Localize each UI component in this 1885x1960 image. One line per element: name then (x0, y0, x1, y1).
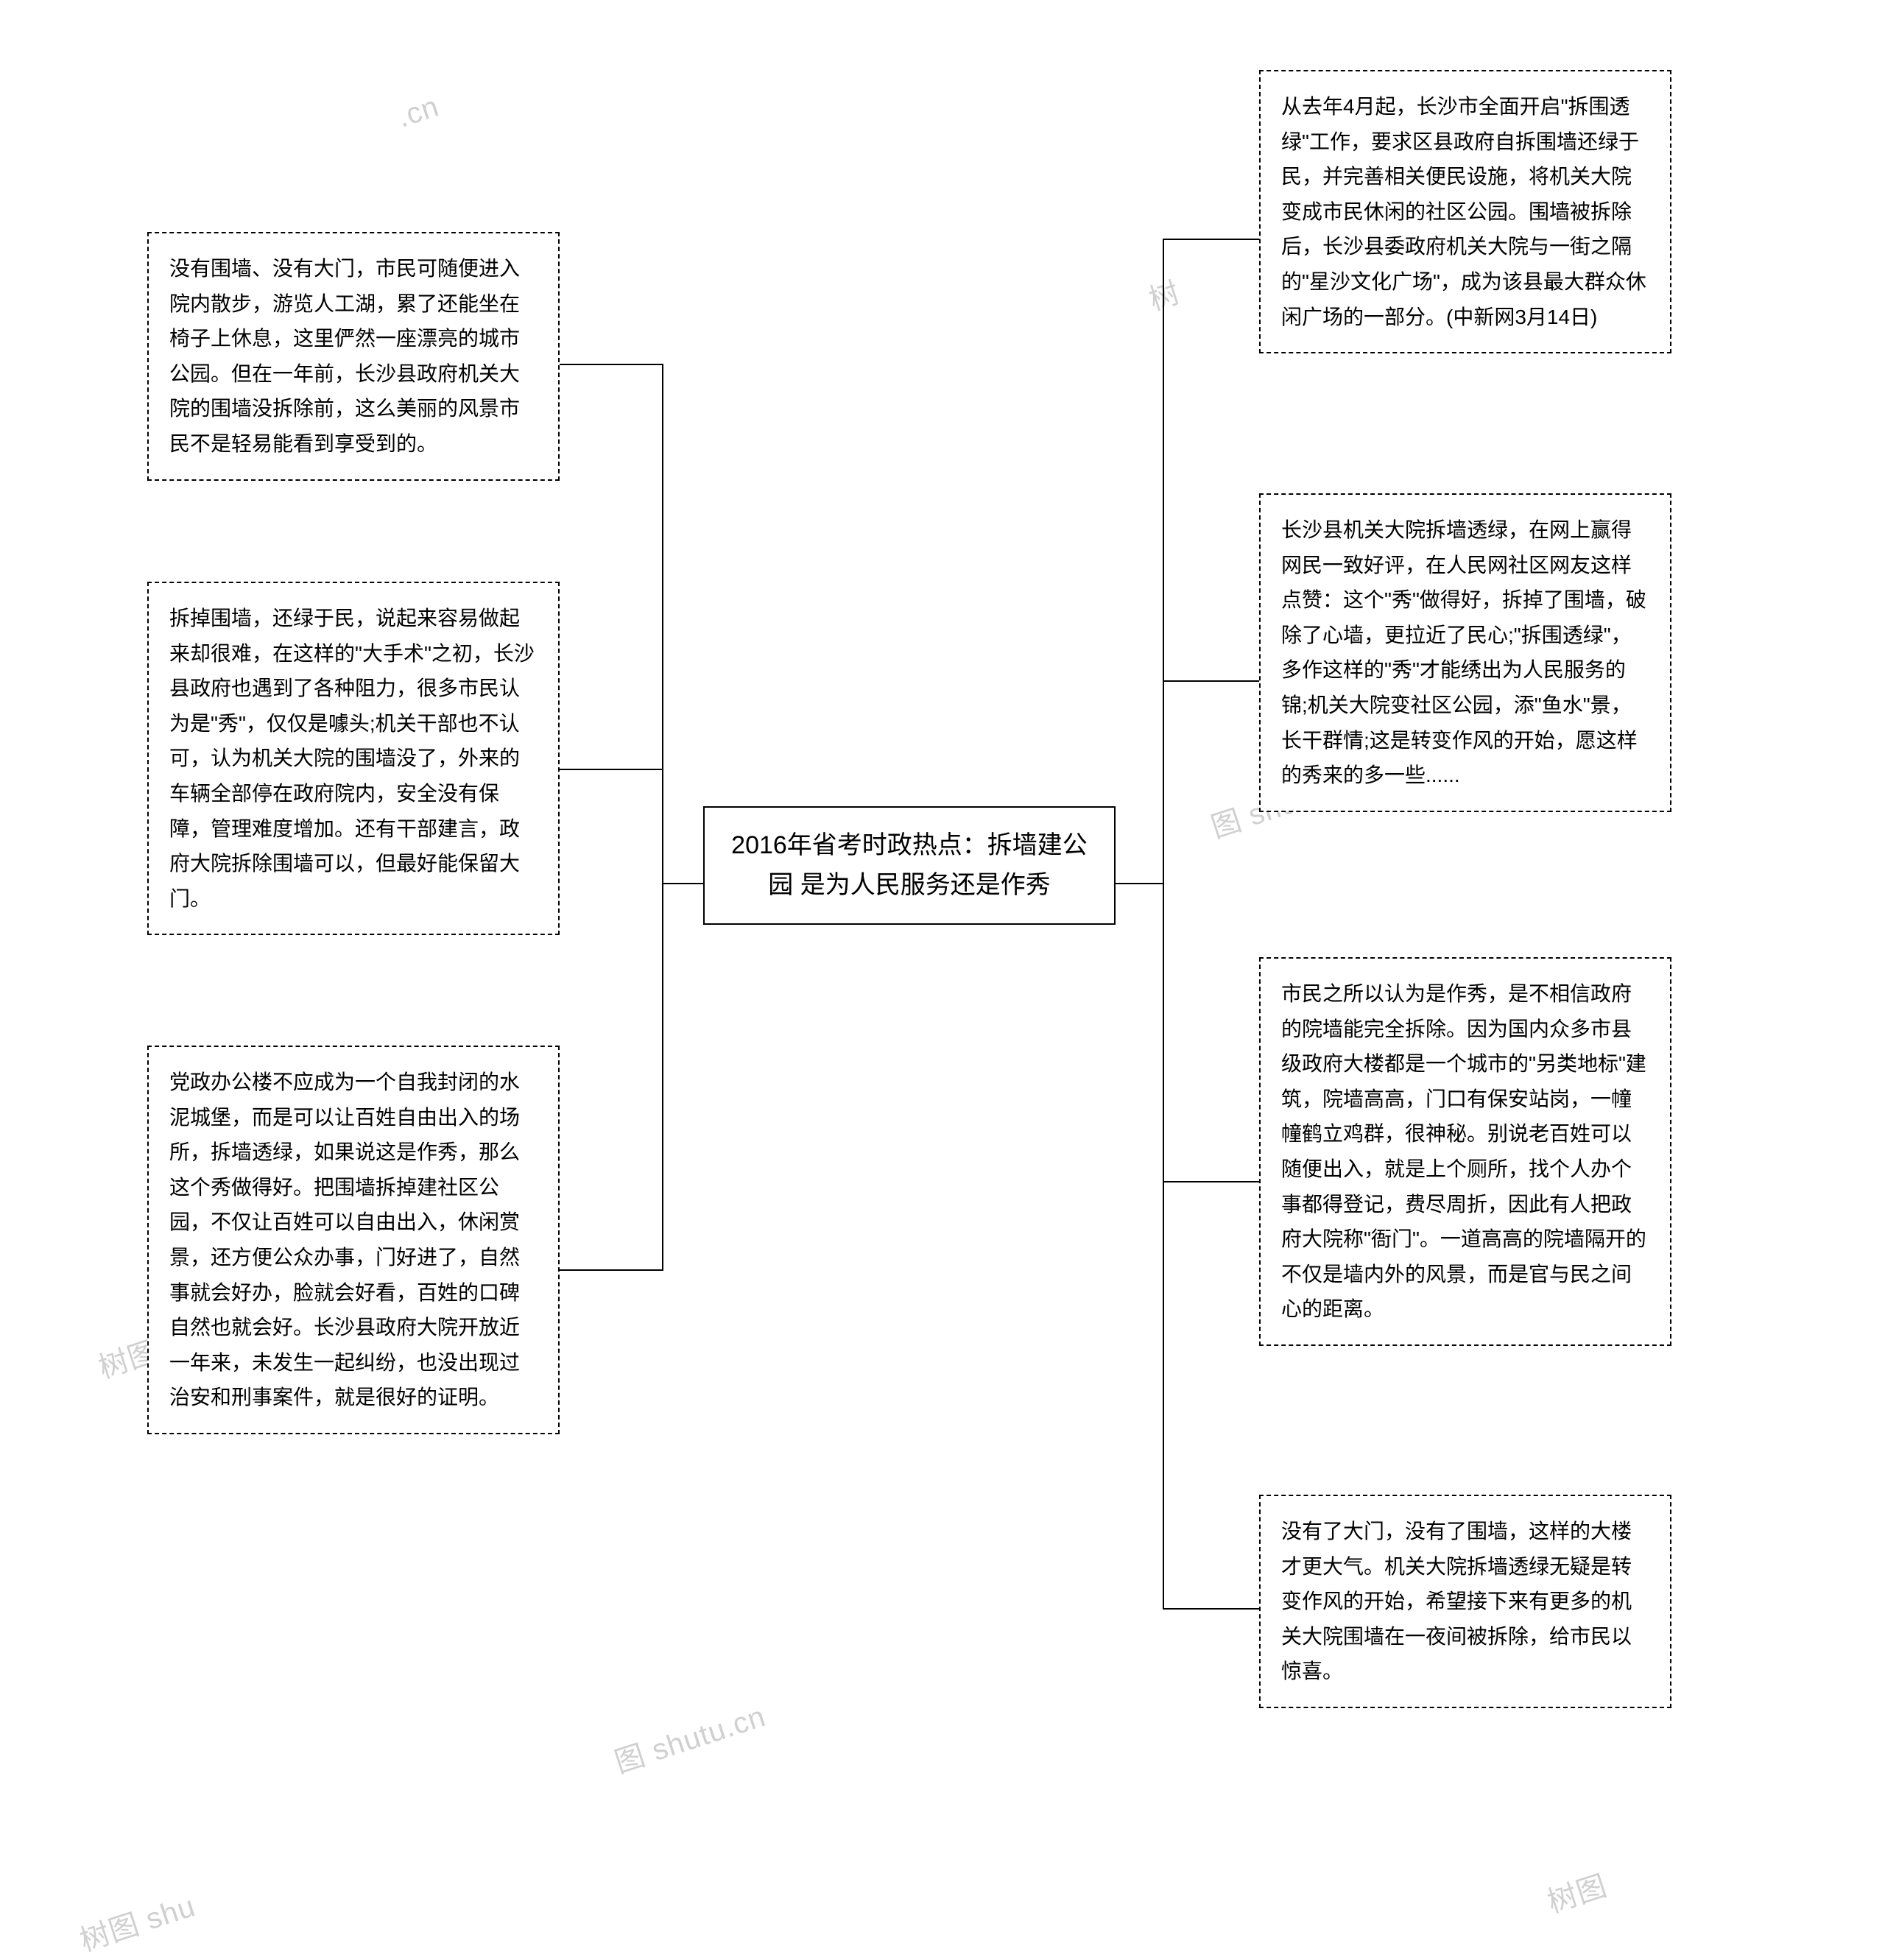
watermark: .cn (393, 90, 443, 134)
mindmap-left-node-2: 党政办公楼不应成为一个自我封闭的水泥城堡，而是可以让百姓自由出入的场所，拆墙透绿… (147, 1046, 560, 1434)
watermark: 图 shutu.cn (608, 1693, 770, 1782)
center-node-text: 2016年省考时政热点：拆墙建公园 是为人民服务还是作秀 (731, 831, 1088, 899)
node-text: 从去年4月起，长沙市全面开启"拆围透绿"工作，要求区县政府自拆围墙还绿于民，并完… (1281, 95, 1646, 328)
node-text: 党政办公楼不应成为一个自我封闭的水泥城堡，而是可以让百姓自由出入的场所，拆墙透绿… (169, 1071, 520, 1409)
mindmap-left-node-1: 拆掉围墙，还绿于民，说起来容易做起来却很难，在这样的"大手术"之初，长沙县政府也… (147, 582, 560, 935)
mindmap-right-node-3: 没有了大门，没有了围墙，这样的大楼才更大气。机关大院拆墙透绿无疑是转变作风的开始… (1259, 1495, 1671, 1708)
watermark: 树图 (1541, 1862, 1612, 1922)
node-text: 没有围墙、没有大门，市民可随便进入院内散步，游览人工湖，累了还能坐在椅子上休息，… (169, 257, 520, 455)
mindmap-right-node-0: 从去年4月起，长沙市全面开启"拆围透绿"工作，要求区县政府自拆围墙还绿于民，并完… (1259, 70, 1671, 353)
watermark: 树图 shu (74, 1882, 200, 1959)
mindmap-right-node-2: 市民之所以认为是作秀，是不相信政府的院墙能完全拆除。因为国内众多市县级政府大楼都… (1259, 957, 1671, 1346)
node-text: 没有了大门，没有了围墙，这样的大楼才更大气。机关大院拆墙透绿无疑是转变作风的开始… (1281, 1520, 1632, 1682)
node-text: 拆掉围墙，还绿于民，说起来容易做起来却很难，在这样的"大手术"之初，长沙县政府也… (169, 607, 535, 910)
watermark: 树 (1143, 269, 1185, 319)
mindmap-center-node: 2016年省考时政热点：拆墙建公园 是为人民服务还是作秀 (703, 806, 1116, 925)
mindmap-left-node-0: 没有围墙、没有大门，市民可随便进入院内散步，游览人工湖，累了还能坐在椅子上休息，… (147, 232, 560, 481)
node-text: 市民之所以认为是作秀，是不相信政府的院墙能完全拆除。因为国内众多市县级政府大楼都… (1281, 982, 1646, 1320)
node-text: 长沙县机关大院拆墙透绿，在网上赢得网民一致好评，在人民网社区网友这样点赞：这个"… (1281, 518, 1646, 786)
mindmap-right-node-1: 长沙县机关大院拆墙透绿，在网上赢得网民一致好评，在人民网社区网友这样点赞：这个"… (1259, 493, 1671, 812)
